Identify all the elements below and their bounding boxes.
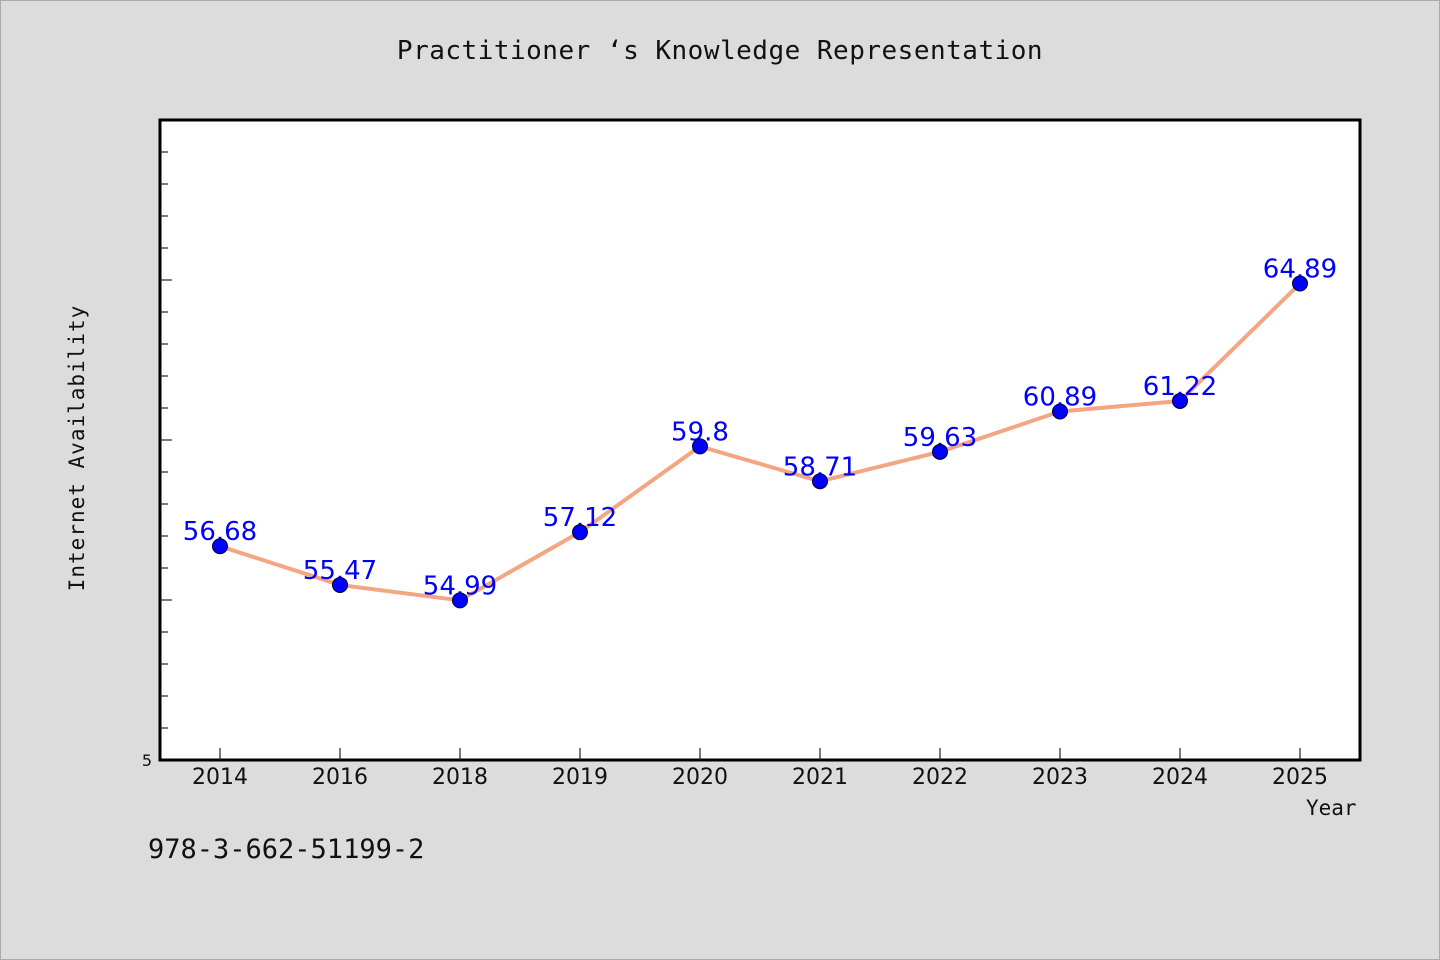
x-tick-label: 2019: [552, 765, 608, 790]
data-point: [212, 538, 228, 555]
x-axis-label: Year: [1306, 796, 1357, 820]
x-tick-label: 2021: [792, 765, 848, 790]
x-tick-label: 2024: [1152, 765, 1208, 790]
data-point: [452, 592, 468, 609]
data-point: [932, 443, 948, 460]
x-axis-ticks: 2014 2016 2018 2019 2020 2021 2022 2023 2024 2025: [192, 748, 1328, 790]
isbn-footnote: 978-3-662-51199-2: [148, 834, 425, 865]
data-point: [332, 576, 348, 593]
x-tick-label: 2023: [1032, 765, 1088, 790]
x-tick-label: 2025: [1272, 765, 1328, 790]
data-point: [692, 438, 708, 455]
data-point: [812, 473, 828, 490]
plot-area: [158, 118, 1362, 762]
data-point: [1292, 275, 1308, 292]
y-axis-ticks: 5: [142, 151, 172, 770]
x-tick-label: 2016: [312, 765, 368, 790]
data-point: [572, 524, 588, 541]
x-tick-label: 2018: [432, 765, 488, 790]
data-point: [1172, 392, 1188, 409]
data-point: [1052, 403, 1068, 420]
series-line: [219, 282, 1302, 603]
y-tick-label: 5: [142, 751, 152, 770]
chart-title: Practitioner ‘s Knowledge Representation: [396, 36, 1044, 66]
x-tick-label: 2022: [912, 765, 968, 790]
x-tick-label: 2014: [192, 765, 248, 790]
x-tick-label: 2020: [672, 765, 728, 790]
